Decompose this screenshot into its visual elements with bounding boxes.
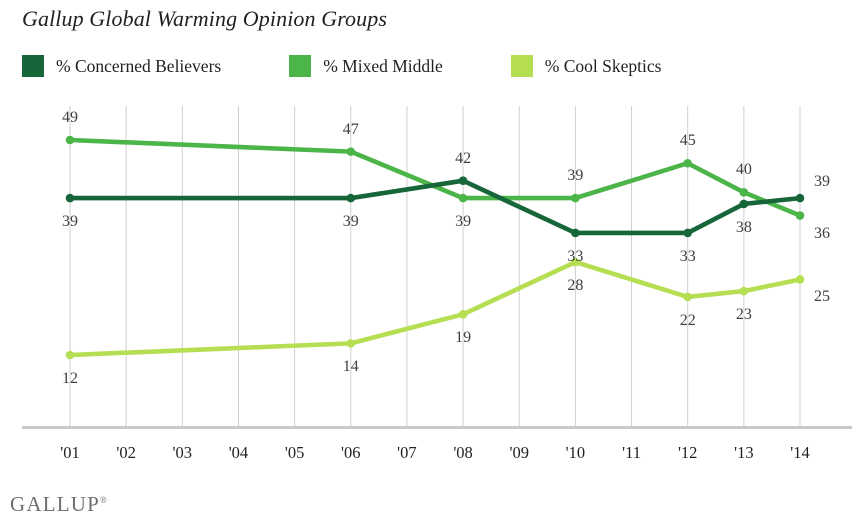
x-tick-label: '05 — [284, 443, 305, 462]
legend-item-label: % Mixed Middle — [323, 55, 443, 76]
x-tick-label: '14 — [790, 443, 810, 462]
data-point-marker — [346, 339, 356, 348]
data-value-label: 47 — [342, 120, 359, 138]
data-value-label: 28 — [567, 277, 584, 295]
x-tick-label: '10 — [565, 443, 586, 462]
data-point-marker — [739, 199, 749, 209]
data-value-label: 25 — [814, 288, 830, 306]
legend-item-label: % Concerned Believers — [56, 55, 222, 76]
legend-swatch-icon — [22, 55, 44, 77]
data-value-label: 45 — [679, 132, 696, 150]
data-point-marker — [795, 193, 805, 203]
data-point-marker — [65, 135, 75, 145]
data-value-label: 49 — [62, 109, 78, 126]
registered-trademark-icon: ® — [100, 495, 109, 505]
data-value-label: 33 — [679, 247, 696, 265]
data-point-marker — [739, 286, 749, 296]
data-value-label: 40 — [735, 161, 752, 179]
data-point-marker — [571, 228, 580, 238]
data-value-label: 39 — [814, 173, 830, 191]
data-value-label: 12 — [62, 370, 78, 387]
x-tick-label: '04 — [228, 443, 249, 462]
x-tick-label: '02 — [116, 443, 136, 462]
legend-item-label: % Cool Skeptics — [544, 55, 662, 76]
x-tick-label: '03 — [172, 443, 193, 462]
data-value-label: 14 — [342, 358, 359, 376]
x-tick-label: '09 — [509, 443, 529, 462]
data-point-marker — [739, 188, 749, 197]
x-tick-label: '13 — [734, 443, 754, 462]
chart-legend: % Concerned Believers % Mixed Middle % C… — [22, 52, 729, 80]
data-value-label: 19 — [455, 329, 472, 347]
legend-swatch-icon — [289, 55, 312, 77]
data-point-marker — [795, 211, 805, 220]
gridlines — [69, 106, 801, 427]
data-point-marker — [683, 292, 692, 302]
data-value-label: 22 — [679, 311, 696, 329]
data-value-label: 38 — [735, 218, 752, 236]
series-layer — [65, 135, 805, 360]
series-line — [67, 137, 803, 218]
gallup-brand-text: GALLUP — [10, 492, 101, 516]
data-point-marker — [795, 275, 805, 284]
data-point-marker — [458, 193, 468, 203]
x-axis-labels: '01 '02 '03 '04 '05 '06 '07 '08 '09 '10 '11 '12 '13 '… — [0, 443, 866, 471]
data-point-marker — [346, 147, 356, 156]
data-value-label: 39 — [455, 213, 472, 231]
data-point-marker — [346, 193, 356, 203]
x-tick-label: '07 — [397, 443, 417, 462]
x-tick-label: '11 — [622, 443, 641, 462]
x-tick-label: '08 — [453, 443, 473, 462]
data-value-label: 42 — [455, 149, 472, 167]
page-title: Gallup Global Warming Opinion Groups — [22, 6, 387, 31]
data-point-marker — [571, 257, 580, 267]
legend-item-concerned-believers: % Concerned Believers — [22, 55, 221, 77]
data-value-label: 39 — [567, 167, 584, 185]
x-tick-label: '06 — [341, 443, 361, 462]
data-point-marker — [458, 176, 468, 185]
data-point-marker — [571, 193, 580, 203]
legend-item-mixed-middle: % Mixed Middle — [289, 55, 443, 77]
data-point-marker — [458, 310, 468, 319]
data-value-label: 23 — [735, 306, 752, 324]
x-tick-label: '01 — [60, 443, 80, 462]
data-value-label: 39 — [342, 213, 359, 231]
data-value-label: 39 — [62, 213, 78, 231]
data-value-label: 33 — [567, 247, 584, 265]
gallup-wordmark: GALLUP® — [10, 492, 108, 517]
series-line — [67, 259, 803, 358]
data-point-marker — [65, 350, 75, 360]
legend-swatch-icon — [510, 55, 533, 77]
data-point-marker — [683, 228, 692, 238]
legend-item-cool-skeptics: % Cool Skeptics — [510, 55, 662, 77]
data-value-label: 36 — [814, 224, 830, 242]
data-point-marker — [683, 158, 692, 168]
x-tick-label: '12 — [677, 443, 698, 462]
data-point-marker — [65, 193, 75, 203]
